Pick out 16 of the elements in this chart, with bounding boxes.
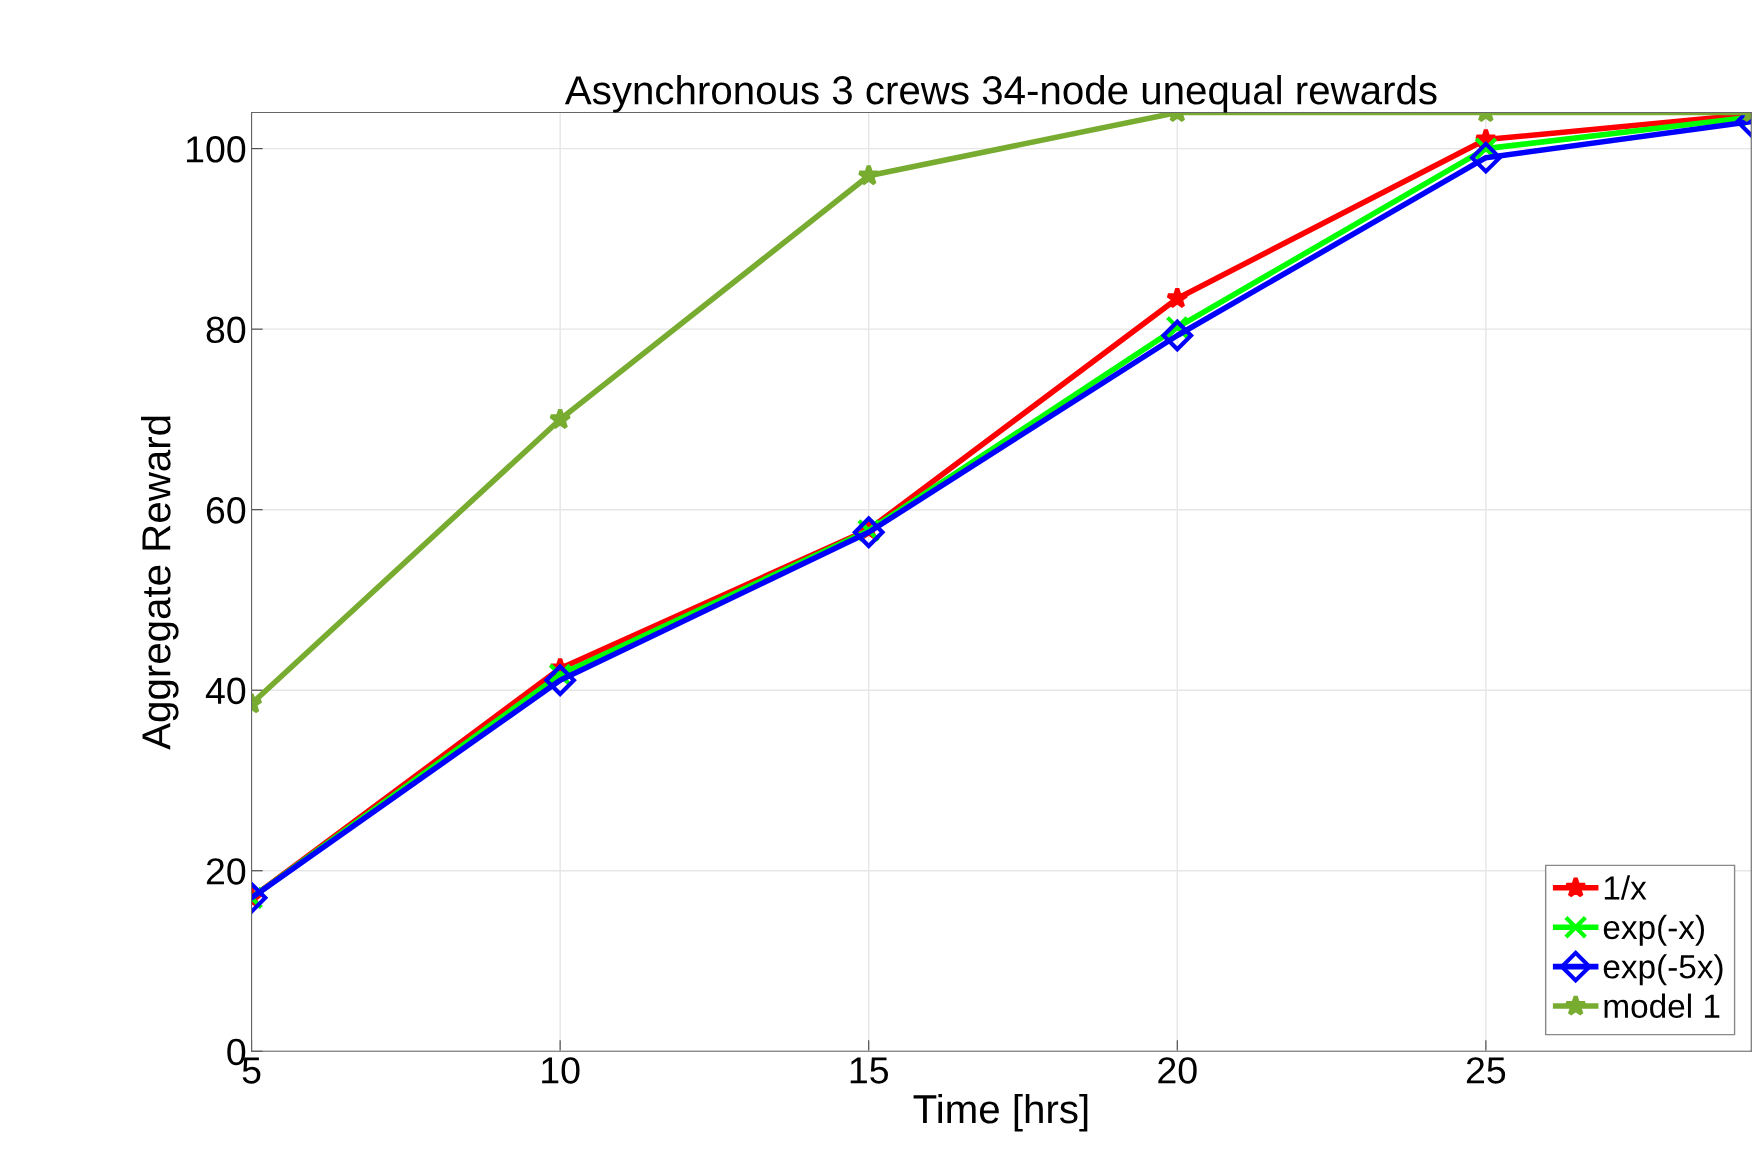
legend-label: exp(-5x) — [1603, 954, 1723, 986]
y-axis-title: Aggregate Reward — [141, 416, 179, 750]
y-tick-label: 20 — [206, 858, 246, 885]
x-tick-label: 25 — [1466, 1057, 1506, 1084]
x-tick-label: 20 — [1158, 1057, 1197, 1084]
legend-label: 1/x — [1604, 875, 1647, 900]
x-tick-label: 10 — [542, 1057, 580, 1084]
y-tick-label: 60 — [206, 497, 246, 524]
legend-label: exp(-x) — [1603, 914, 1704, 946]
y-tick-label: 100 — [186, 136, 246, 163]
x-tick-label: 15 — [850, 1057, 888, 1084]
y-tick-label: 40 — [205, 677, 246, 705]
chart-title: Asynchronous 3 crews 34-node unequal rewards — [564, 74, 1437, 113]
x-axis-title: Time [hrs] — [913, 1093, 1088, 1132]
y-tick-label: 80 — [206, 316, 246, 344]
legend-label: model 1 — [1604, 993, 1720, 1019]
